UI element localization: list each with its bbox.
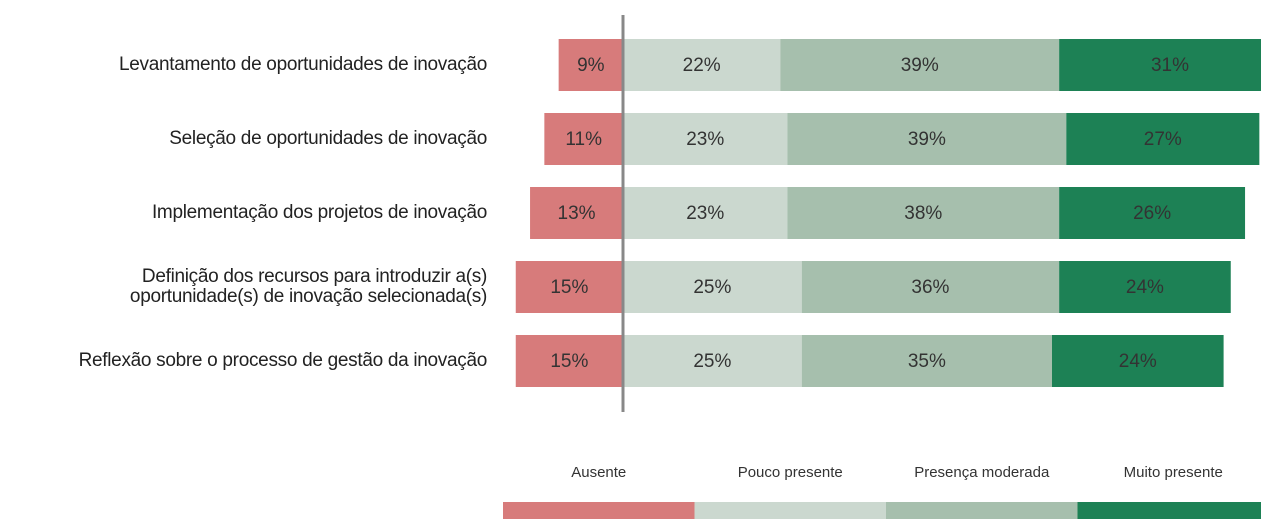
data-label: 27%: [1144, 129, 1182, 150]
bar-segment: [1059, 261, 1231, 313]
legend-label: Ausente: [571, 464, 626, 481]
bar-segment: [623, 39, 781, 91]
bar-segment: [801, 335, 1052, 387]
data-label: 24%: [1126, 277, 1164, 298]
legend-swatch: [886, 502, 1078, 519]
data-label: 23%: [686, 129, 724, 150]
bar-segment: [801, 261, 1060, 313]
bar-segment: [623, 113, 788, 165]
legend-swatch: [1077, 502, 1261, 519]
legend-swatch: [694, 502, 886, 519]
bar-segment: [1059, 187, 1246, 239]
bar-segment: [1059, 39, 1261, 91]
legend-swatch: [503, 502, 695, 519]
bar-segment: [1052, 335, 1224, 387]
data-label: 35%: [908, 351, 946, 372]
category-label: Implementação dos projetos de inovação: [151, 202, 487, 223]
legend-label: Muito presente: [1124, 464, 1223, 481]
bar-segment: [544, 113, 623, 165]
data-label: 38%: [904, 203, 942, 224]
bar-segment: [1066, 113, 1260, 165]
data-label: 9%: [577, 55, 605, 76]
category-label: Reflexão sobre o processo de gestão da i…: [78, 350, 488, 371]
legend-label: Pouco presente: [738, 464, 843, 481]
data-label: 23%: [686, 203, 724, 224]
data-label: 13%: [558, 203, 596, 224]
bar-segment: [780, 39, 1060, 91]
category-label: Levantamento de oportunidades de inovaçã…: [119, 54, 487, 75]
data-label: 22%: [683, 55, 721, 76]
data-label: 25%: [693, 351, 731, 372]
data-label: 15%: [550, 277, 588, 298]
data-label: 36%: [911, 277, 949, 298]
data-label: 15%: [550, 351, 588, 372]
data-label: 24%: [1119, 351, 1157, 372]
data-label: 11%: [565, 129, 602, 150]
category-label: Definição dos recursos para introduzir a…: [129, 266, 487, 307]
data-label: 31%: [1151, 55, 1189, 76]
bar-segment: [623, 187, 788, 239]
legend-label: Presença moderada: [914, 464, 1050, 481]
bar-segment: [515, 261, 623, 313]
bar-segment: [515, 335, 623, 387]
data-label: 39%: [901, 55, 939, 76]
data-label: 39%: [908, 129, 946, 150]
bar-segment: [623, 335, 802, 387]
data-label: 25%: [693, 277, 731, 298]
category-label: Seleção de oportunidades de inovação: [169, 128, 487, 149]
bar-segment: [787, 113, 1067, 165]
bar-segment: [787, 187, 1060, 239]
data-label: 26%: [1133, 203, 1171, 224]
bar-segment: [558, 39, 623, 91]
bar-segment: [623, 261, 802, 313]
bar-segment: [530, 187, 623, 239]
